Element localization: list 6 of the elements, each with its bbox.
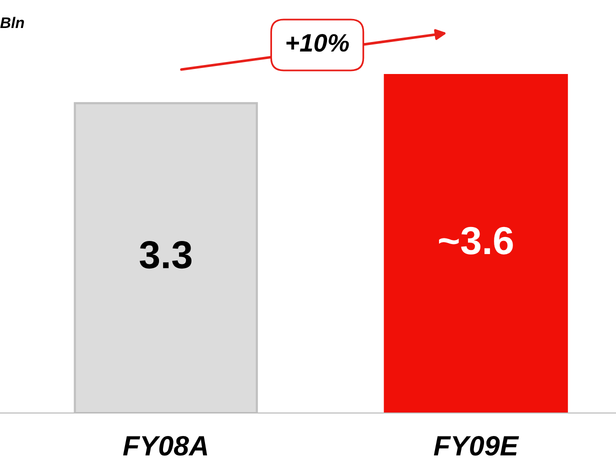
- x-tick-label: FY08A: [123, 436, 208, 456]
- y-axis-title: Bln: [0, 16, 24, 28]
- data-label: 3.3: [140, 240, 192, 269]
- data-label: ~3.6: [439, 226, 513, 254]
- text: +10%: [286, 34, 349, 52]
- x-tick-label: FY09E: [434, 436, 520, 456]
